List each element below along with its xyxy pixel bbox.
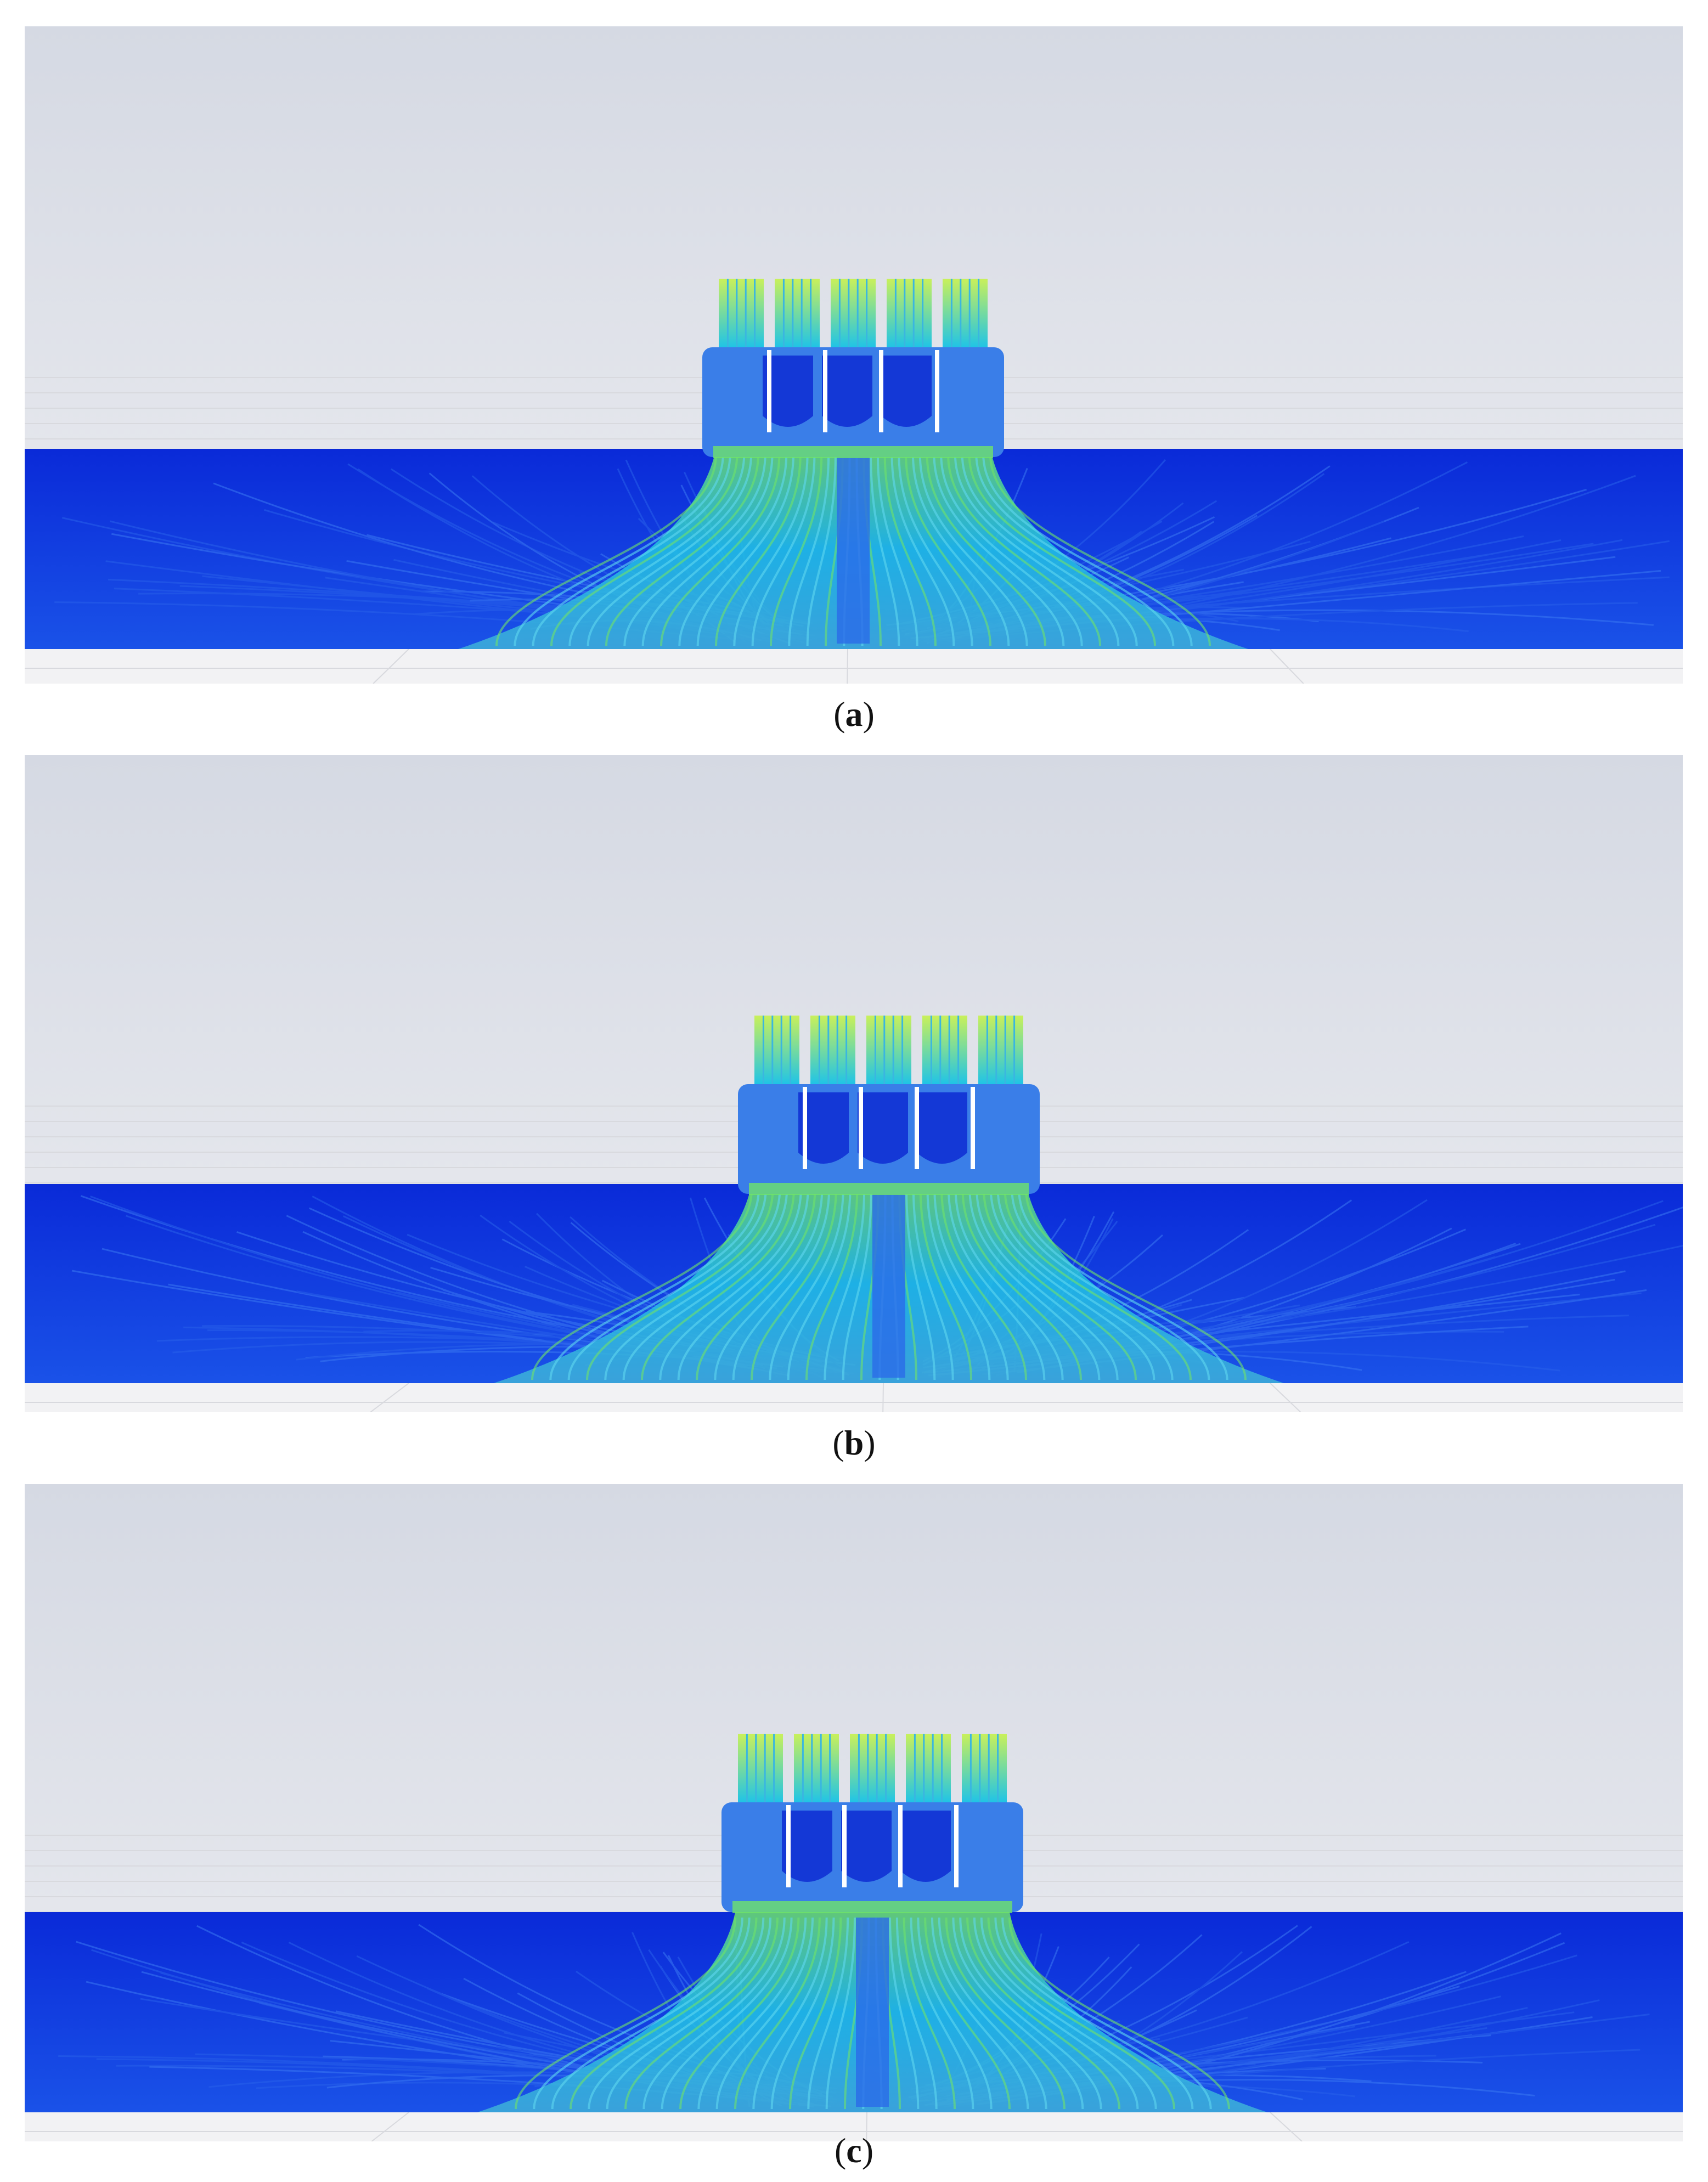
streamline-visualization-c <box>25 1484 1683 2141</box>
pump-column <box>850 1734 895 1802</box>
figure-panel-b <box>25 755 1683 1412</box>
divider-wall <box>954 1805 959 1887</box>
streamline-visualization-b <box>25 755 1683 1412</box>
pump-station-model <box>721 1734 1023 1913</box>
pump-station-model <box>702 279 1004 458</box>
divider-wall <box>842 1805 847 1887</box>
pump-column <box>866 1016 911 1084</box>
pump-chamber <box>822 356 872 427</box>
pump-column <box>754 1016 799 1084</box>
pump-outflow-plume <box>458 449 1248 649</box>
streamline-visualization-a <box>25 26 1683 684</box>
pump-column <box>962 1734 1007 1802</box>
pump-chamber <box>900 1811 951 1882</box>
pump-column <box>943 279 988 347</box>
pump-chamber <box>858 1092 908 1164</box>
caption-a: (a) <box>833 695 875 734</box>
caption-letter-b: b <box>844 1423 864 1462</box>
pump-chamber <box>763 356 813 427</box>
pump-column <box>810 1016 855 1084</box>
divider-wall <box>879 350 883 432</box>
caption-b: (b) <box>832 1423 876 1462</box>
divider-wall <box>859 1087 863 1169</box>
pump-station-model <box>738 1016 1040 1195</box>
pump-column <box>719 279 764 347</box>
water-flow-field <box>25 1912 1683 2112</box>
pump-column <box>775 279 820 347</box>
divider-wall <box>767 350 771 432</box>
divider-wall <box>786 1805 791 1887</box>
pump-outflow-plume <box>477 1912 1267 2112</box>
pump-column <box>738 1734 783 1802</box>
pump-chamber <box>782 1811 832 1882</box>
pump-column <box>906 1734 951 1802</box>
pump-column <box>978 1016 1023 1084</box>
caption-c: (c) <box>834 2131 874 2170</box>
pump-column <box>887 279 932 347</box>
pump-inlet <box>713 446 993 458</box>
divider-wall <box>915 1087 919 1169</box>
pump-column <box>794 1734 839 1802</box>
figure-panel-a <box>25 26 1683 684</box>
divider-wall <box>971 1087 975 1169</box>
pump-chamber <box>841 1811 892 1882</box>
divider-wall <box>935 350 939 432</box>
pump-column <box>922 1016 967 1084</box>
divider-wall <box>803 1087 807 1169</box>
divider-wall <box>898 1805 903 1887</box>
pump-column <box>831 279 876 347</box>
water-flow-field <box>25 1184 1683 1383</box>
divider-wall <box>823 350 827 432</box>
pump-chamber <box>881 356 932 427</box>
pump-outflow-plume <box>494 1184 1284 1383</box>
pump-inlet <box>749 1183 1029 1195</box>
figure-panel-c <box>25 1484 1683 2141</box>
pump-chamber <box>798 1092 849 1164</box>
caption-letter-c: c <box>846 2131 862 2170</box>
caption-letter-a: a <box>845 695 863 734</box>
water-flow-field <box>25 449 1683 649</box>
pump-chamber <box>917 1092 967 1164</box>
pump-inlet <box>732 1901 1012 1913</box>
